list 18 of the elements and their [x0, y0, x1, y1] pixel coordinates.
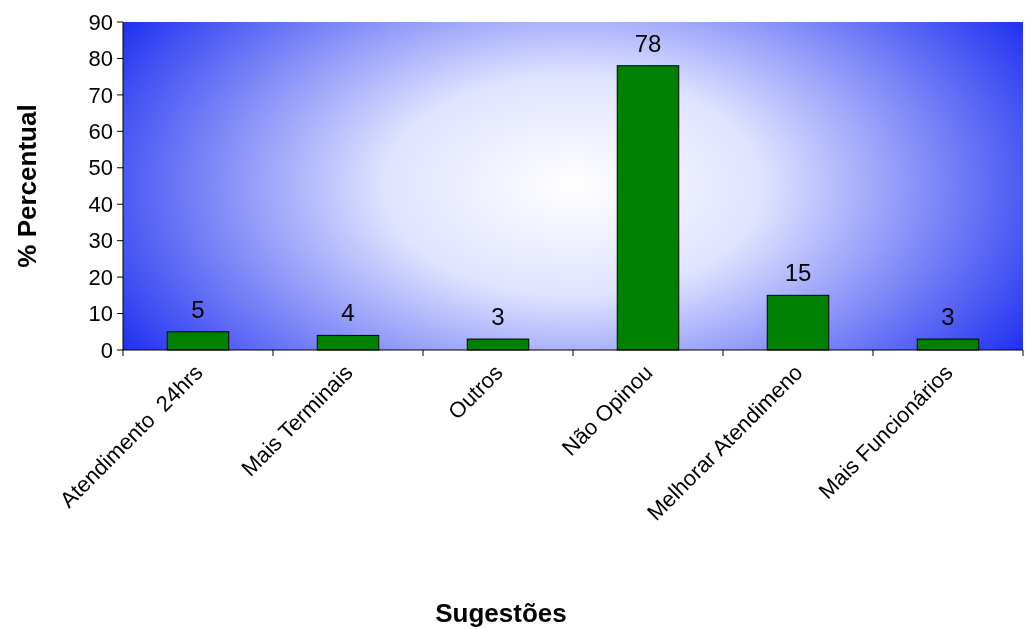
data-label: 3: [491, 303, 505, 331]
x-axis-title: Sugestões: [435, 598, 567, 628]
data-label: 3: [941, 303, 955, 331]
y-tick-label: 80: [88, 46, 113, 72]
data-label: 15: [784, 259, 812, 287]
y-tick-label: 40: [88, 191, 113, 217]
y-tick-label: 30: [88, 228, 113, 254]
y-tick-label: 20: [88, 264, 113, 290]
y-tick-label: 50: [88, 155, 113, 181]
data-label: 5: [191, 295, 205, 323]
y-axis-title: % Percentual: [12, 104, 42, 268]
data-label: 78: [634, 29, 662, 57]
y-tick-label: 10: [88, 301, 113, 327]
y-tick-label: 0: [100, 337, 113, 363]
y-tick-label: 90: [88, 9, 113, 35]
y-tick-label: 70: [88, 82, 113, 108]
y-tick-label: 60: [88, 119, 113, 145]
data-label: 4: [341, 299, 355, 327]
